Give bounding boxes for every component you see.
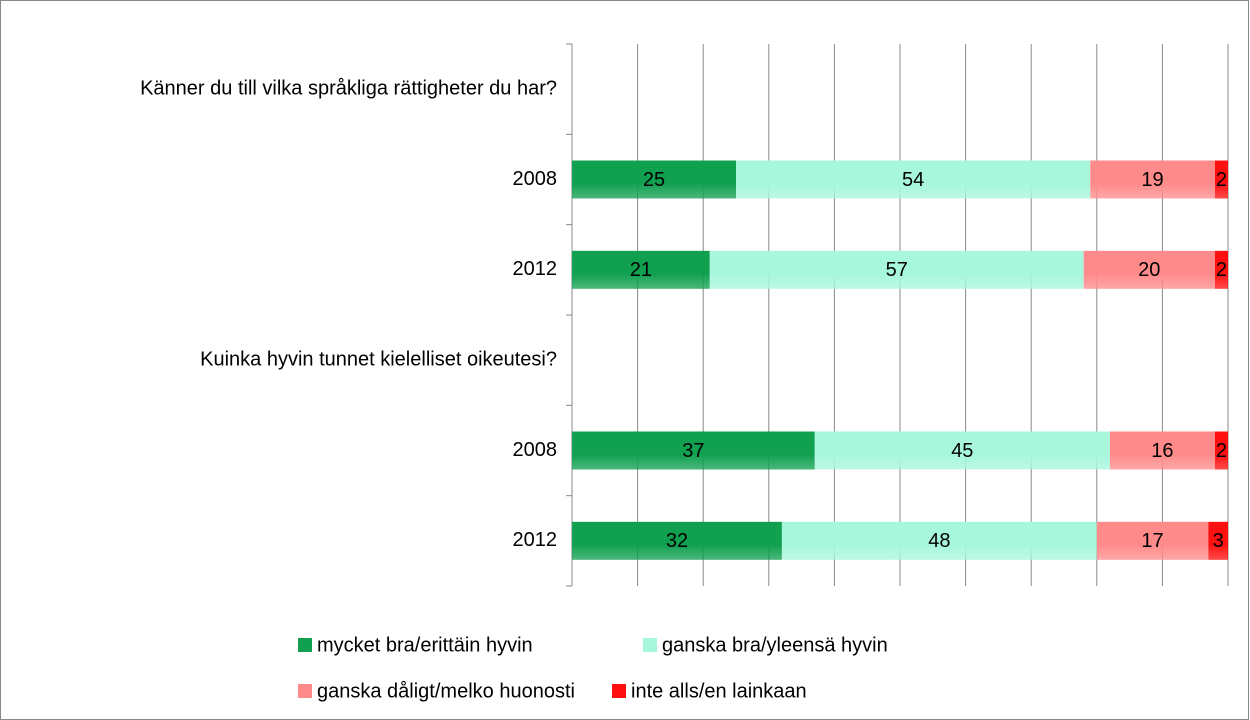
data-label: 54 <box>902 169 924 191</box>
data-label: 2 <box>1216 259 1227 281</box>
bar-segment <box>781 521 1097 560</box>
data-label: 45 <box>951 440 973 462</box>
legend-swatch <box>298 684 312 698</box>
data-label: 32 <box>666 530 688 552</box>
y-tick-label: 2008 <box>513 439 558 461</box>
data-label: 48 <box>928 530 950 552</box>
bar-segment <box>1214 160 1228 199</box>
y-tick-label: 2012 <box>513 529 558 551</box>
legend-label: mycket bra/erittäin hyvin <box>317 634 533 656</box>
data-label: 25 <box>643 169 665 191</box>
bar-segment <box>1208 521 1228 560</box>
legend-swatch <box>612 684 626 698</box>
legend-label: ganska bra/yleensä hyvin <box>662 634 888 656</box>
data-label: 20 <box>1138 259 1160 281</box>
legend-label: inte alls/en lainkaan <box>631 680 807 702</box>
bar-segment <box>814 431 1110 470</box>
bar-segment <box>572 160 736 199</box>
y-tick-label: Känner du till vilka språkliga rättighet… <box>140 77 557 99</box>
bar-segment <box>1214 431 1228 470</box>
data-label: 16 <box>1151 440 1173 462</box>
legend-swatch <box>643 638 657 652</box>
data-label: 19 <box>1141 169 1163 191</box>
data-label: 2 <box>1216 169 1227 191</box>
bar-segment <box>1090 160 1215 199</box>
y-tick-label: Kuinka hyvin tunnet kielelliset oikeutes… <box>200 348 557 370</box>
legend-label: ganska dåligt/melko huonosti <box>317 680 575 702</box>
data-label: 3 <box>1213 530 1224 552</box>
bar-segment <box>736 160 1091 199</box>
bar-segment <box>572 250 710 289</box>
bar-segment <box>572 521 782 560</box>
y-tick-label: 2012 <box>513 258 558 280</box>
bar-segment <box>709 250 1084 289</box>
data-label: 21 <box>630 259 652 281</box>
data-label: 37 <box>682 440 704 462</box>
data-label: 57 <box>886 259 908 281</box>
bar-segment <box>572 431 815 470</box>
bar-segment <box>1096 521 1209 560</box>
data-label: 2 <box>1216 440 1227 462</box>
bar-segment <box>1083 250 1215 289</box>
bar-segment <box>1109 431 1215 470</box>
data-label: 17 <box>1141 530 1163 552</box>
y-tick-label: 2008 <box>513 168 558 190</box>
bar-segment <box>1214 250 1228 289</box>
legend-swatch <box>298 638 312 652</box>
